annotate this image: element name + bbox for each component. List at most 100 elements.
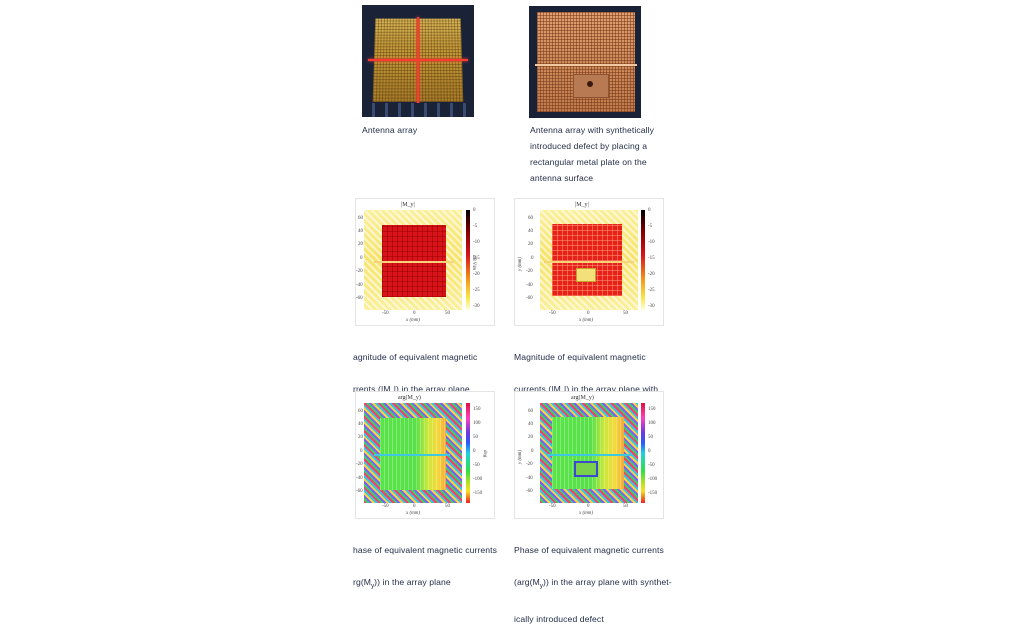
y-tick: 0 [360,256,363,261]
cbar-tick: 100 [648,421,656,426]
cbar-tick: -150 [473,491,483,496]
x-tick: 50 [445,504,450,509]
y-tick: 40 [528,229,533,234]
y-tick: -60 [526,489,533,494]
caption-line: rrents (|M [353,384,391,394]
y-tick: -60 [356,296,363,301]
absorber-foam [362,103,474,117]
cbar-tick: -100 [473,477,483,482]
caption-line: ically introduced defect [514,613,604,624]
cbar-tick: 150 [473,407,481,412]
antenna-array-photo [362,5,474,117]
cbar-tick: 100 [473,421,481,426]
seam-line [546,454,632,456]
antenna-array-defect-photo [529,6,641,118]
y-tick: -20 [526,462,533,467]
caption-line: )) in the array plane with synthet- [543,577,672,587]
y-tick: -60 [526,296,533,301]
seam-line [374,454,450,456]
phase-heatmap [540,403,638,503]
caption-line: )) in the array plane [374,577,451,587]
cbar-tick: -30 [648,304,655,309]
x-tick: 0 [413,504,416,509]
cbar-tick: -15 [473,256,480,261]
defect-region [574,461,598,477]
y-tick: -60 [356,489,363,494]
plot-title: arg(M_y) [571,395,594,401]
y-tick: 20 [528,435,533,440]
caption-line: |) in the array plane [393,384,470,394]
x-axis-label: x (mm) [406,318,421,323]
y-tick: 0 [531,256,534,261]
y-tick: -40 [356,476,363,481]
x-tick: -50 [549,504,556,509]
cbar-tick: 0 [648,208,651,213]
cbar-tick: -50 [473,463,480,468]
cbar-tick: 150 [648,407,656,412]
y-tick: -40 [356,283,363,288]
y-tick: 40 [358,229,363,234]
cbar-tick: -25 [648,288,655,293]
y-tick: 60 [528,409,533,414]
y-tick: -20 [356,462,363,467]
magnitude-plot-card: |M_y| 60 40 20 0 -20 -40 -60 -50 0 50 x … [355,198,495,326]
x-axis-label: x (mm) [406,511,421,516]
caption-line: rg(M [353,577,372,587]
x-tick: 0 [587,311,590,316]
colorbar-label: dB V/m [471,255,476,270]
x-tick: 50 [623,311,628,316]
magnitude-defect-plot-card: |M_y| y (mm) 60 40 20 0 -20 -40 -60 -50 … [514,198,664,326]
x-tick: 50 [445,311,450,316]
y-tick: 60 [358,409,363,414]
y-axis-label: y (mm) [518,449,523,464]
cbar-tick: 50 [648,435,653,440]
cbar-tick: -5 [648,224,653,229]
colorbar [466,403,470,503]
panel-seam [535,64,637,66]
seam-line [374,261,454,263]
colorbar [641,210,645,310]
x-tick: -50 [382,504,389,509]
phase-plot-card: arg(M_y) 60 40 20 0 -20 -40 -60 -50 0 50… [355,391,495,519]
y-tick: 40 [528,422,533,427]
colorbar [466,210,470,310]
caption-line: Magnitude of equivalent magnetic [514,352,646,362]
magnitude-heatmap [540,210,638,310]
x-tick: 0 [587,504,590,509]
plot-title: |M_y| [575,202,589,208]
x-tick: 0 [413,311,416,316]
plot-title: |M_y| [401,202,415,208]
y-tick: 60 [528,216,533,221]
y-tick: -20 [356,269,363,274]
y-tick: 0 [360,449,363,454]
cbar-tick: 0 [473,208,476,213]
cbar-tick: -30 [473,304,480,309]
y-tick: -20 [526,269,533,274]
cbar-tick: -5 [473,224,478,229]
y-tick: 20 [528,242,533,247]
y-tick: 0 [531,449,534,454]
x-tick: 50 [623,504,628,509]
caption-line: (arg(M [514,577,540,587]
y-tick: 60 [358,216,363,221]
plot-title: arg(M_y) [398,395,421,401]
caption-antenna-array: Antenna array [362,125,418,135]
laser-line-vertical [417,17,419,113]
array-region [552,417,624,489]
y-tick: 20 [358,435,363,440]
caption-antenna-array-defect: Antenna array with synthetically introdu… [530,125,655,183]
phase-heatmap [364,403,462,503]
plate-hole [587,81,593,87]
y-tick: -40 [526,283,533,288]
x-axis-label: x (mm) [579,318,594,323]
caption-line: Phase of equivalent magnetic currents [514,545,664,555]
cbar-tick: -25 [473,288,480,293]
magnitude-heatmap [364,210,462,310]
colorbar [641,403,645,503]
cbar-tick: 0 [473,449,476,454]
seam-line [544,261,634,263]
caption-phase: hase of equivalent magnetic currents rg(… [353,526,513,595]
x-axis-label: x (mm) [579,511,594,516]
caption-line: hase of equivalent magnetic currents [353,545,498,555]
caption-line: agnitude of equivalent magnetic [353,352,478,362]
